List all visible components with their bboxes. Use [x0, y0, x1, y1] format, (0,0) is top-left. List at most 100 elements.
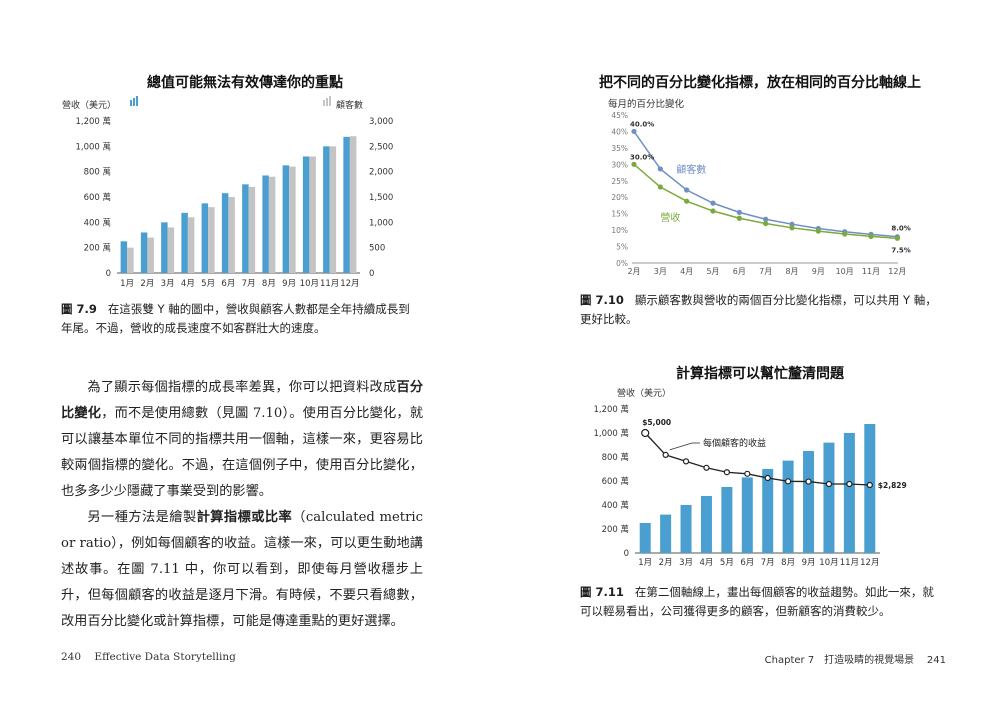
chart1-ylabel-left: 營收（美元） — [62, 99, 116, 111]
chart3-bar — [803, 451, 815, 553]
chart2-ytick: 35% — [611, 144, 628, 153]
figure-7-10-caption: 圖 7.10 顯示顧客數與營收的兩個百分比變化指標，可以共用 Y 軸，更好比較。 — [580, 291, 945, 329]
chart2-ytick: 45% — [611, 111, 628, 120]
chart2-ytick: 10% — [611, 226, 628, 235]
chart2-point-1 — [868, 233, 874, 239]
chart3-xtick: 4月 — [699, 558, 713, 568]
chart1-ytick-left: 200 萬 — [84, 243, 111, 254]
paragraph-1: 為了顯示每個指標的成長率差異，你可以把資料改成百分比變化，而不是使用總數（見圖 … — [61, 375, 423, 505]
chart2-series-name-1: 營收 — [660, 211, 680, 224]
chart2-point-0 — [631, 128, 637, 135]
chart1-bar-revenue — [302, 156, 310, 273]
chart3-ylabel: 營收（美元） — [617, 387, 671, 399]
chart2-point-0 — [657, 166, 663, 172]
chart3-end-label: $2,829 — [878, 481, 907, 490]
chart1-ytick-left: 800 萬 — [84, 167, 111, 178]
chart1-xtick: 8月 — [262, 279, 276, 289]
chart3-bar — [639, 523, 651, 553]
chart1-bar-revenue — [262, 175, 269, 273]
chart1-bar-customers — [268, 176, 276, 273]
chart2-end-label-1: 7.5% — [891, 246, 910, 254]
chart3-ytick: 1,200 萬 — [593, 404, 629, 415]
left-footer: 240 Effective Data Storytelling — [61, 651, 236, 663]
chart1-bar-customers — [289, 166, 296, 273]
chart3-xtick: 2月 — [659, 558, 673, 568]
chart3-xtick: 9月 — [802, 558, 816, 568]
chart3-bar — [864, 424, 876, 553]
chart3-xtick: 10月 — [819, 558, 838, 568]
chart1-bar-customers — [127, 247, 134, 273]
chart1-ytick-right: 500 — [369, 244, 385, 254]
chart3-bar — [721, 487, 733, 553]
paragraph-1-bold-term: 百分比變化 — [61, 380, 424, 421]
chart1-ytick-left: 0 — [106, 269, 111, 279]
chart3-bar — [700, 496, 712, 553]
chart1-bar-customers — [248, 186, 256, 273]
chart3-xtick: 3月 — [679, 558, 693, 568]
chart1-legend-icon-right — [323, 100, 325, 106]
chart3-svg: 營收（美元） 0 200 萬 400 萬 600 萬 800 萬 1,000 萬 1,200 … — [593, 387, 907, 568]
chart1-xtick: 7月 — [242, 279, 256, 289]
figure-7-9-label: 圖 7.9 — [61, 302, 97, 316]
chart1-bar-customers — [167, 227, 175, 273]
chart2-xtick: 9月 — [812, 267, 825, 276]
chart3-xtick: 11月 — [840, 558, 859, 568]
chart3-xtick: 8月 — [781, 558, 795, 568]
figure-7-11-label: 圖 7.11 — [580, 585, 624, 599]
chart3-line-point — [805, 478, 812, 485]
chart1-legend-icon-left — [130, 100, 132, 106]
chart2-xtick: 12月 — [888, 267, 906, 276]
chart2-point-1 — [657, 184, 663, 190]
chart1-legend-icon-left-2 — [133, 98, 135, 106]
chart3-line — [644, 432, 870, 486]
chart3-line-point — [866, 481, 873, 489]
chart1-bar-revenue — [242, 184, 249, 273]
chart1-ytick-right: 1,000 — [369, 218, 393, 228]
chart2-point-1 — [631, 161, 637, 167]
chart3-line-point — [785, 478, 792, 485]
figure-7-11-text: 在第二個軸線上，畫出每個顧客的收益趨勢。如此一來，就可以輕易看出，公司獲得更多的… — [580, 585, 934, 618]
chart2-ylabel: 每月的百分比變化 — [608, 98, 685, 110]
chart2-start-label-0: 40.0% — [630, 120, 654, 128]
chart2-xtick: 6月 — [733, 267, 746, 276]
chart1-bar-customers — [349, 136, 357, 273]
chart1-legend-icon-right-2 — [326, 98, 328, 106]
figure-7-9-text: 在這張雙 Y 軸的圖中，營收與顧客人數都是全年持續成長到年尾。不過，營收的成長速… — [61, 302, 410, 335]
paragraph-2: 另一種方法是繪製計算指標或比率（calculated metric or rat… — [61, 505, 423, 635]
chart1-legend-icon-right-3 — [329, 96, 331, 106]
chart2-start-label-1: 30.0% — [630, 153, 654, 161]
chart1-bar-customers — [147, 237, 154, 273]
chart1-bar-customers — [228, 197, 235, 273]
chart2-point-0 — [789, 221, 795, 227]
chart1-bar-revenue — [201, 203, 209, 273]
chart1-bar-customers — [329, 146, 337, 273]
chart3-xtick: 1月 — [638, 558, 652, 568]
chart2-xtick: 10月 — [836, 267, 854, 276]
chart3-start-label: $5,000 — [642, 418, 671, 427]
chart1-ylabel-right: 顧客數 — [336, 99, 363, 111]
chart1-ytick-right: 2,500 — [369, 142, 393, 152]
body-text: 為了顯示每個指標的成長率差異，你可以把資料改成百分比變化，而不是使用總數（見圖 … — [61, 375, 423, 635]
right-page-number: 241 — [926, 655, 946, 666]
paragraph-2-seg-3: （calculated metric or ratio），例如每個顧客的收益。這… — [61, 510, 424, 629]
chart1-xtick: 2月 — [140, 279, 154, 289]
chart1-bar-revenue — [323, 146, 330, 273]
chart1-ytick-left: 1,000 萬 — [75, 141, 111, 152]
chart3-line-point — [723, 469, 730, 476]
chart1-xtick: 1月 — [120, 279, 134, 289]
chart2-end-label-0: 8.0% — [891, 225, 910, 233]
chart3-line-point — [846, 480, 853, 488]
chart2-ytick: 15% — [611, 210, 628, 219]
chart1-xtick: 3月 — [161, 279, 175, 289]
chart1-bar-revenue — [161, 222, 168, 273]
chart3-ytick: 200 萬 — [602, 524, 629, 535]
chart1-bar-revenue — [282, 165, 290, 273]
chart1-xtick: 6月 — [221, 279, 235, 289]
chart3-line-point — [641, 428, 650, 438]
chart2-ytick: 0% — [616, 259, 628, 268]
figure-7-11-caption: 圖 7.11 在第二個軸線上，畫出每個顧客的收益趨勢。如此一來，就可以輕易看出，… — [580, 583, 945, 621]
paragraph-1-seg-3: ，而不是使用總數（見圖 7.10）。使用百分比變化，就可以讓基本單位不同的指標共… — [61, 406, 424, 499]
paragraph-1-seg-1: 為了顯示每個指標的成長率差異，你可以把資料改成 — [87, 380, 397, 395]
chart2-point-0 — [763, 216, 769, 222]
chart1-bar-revenue — [221, 193, 229, 273]
